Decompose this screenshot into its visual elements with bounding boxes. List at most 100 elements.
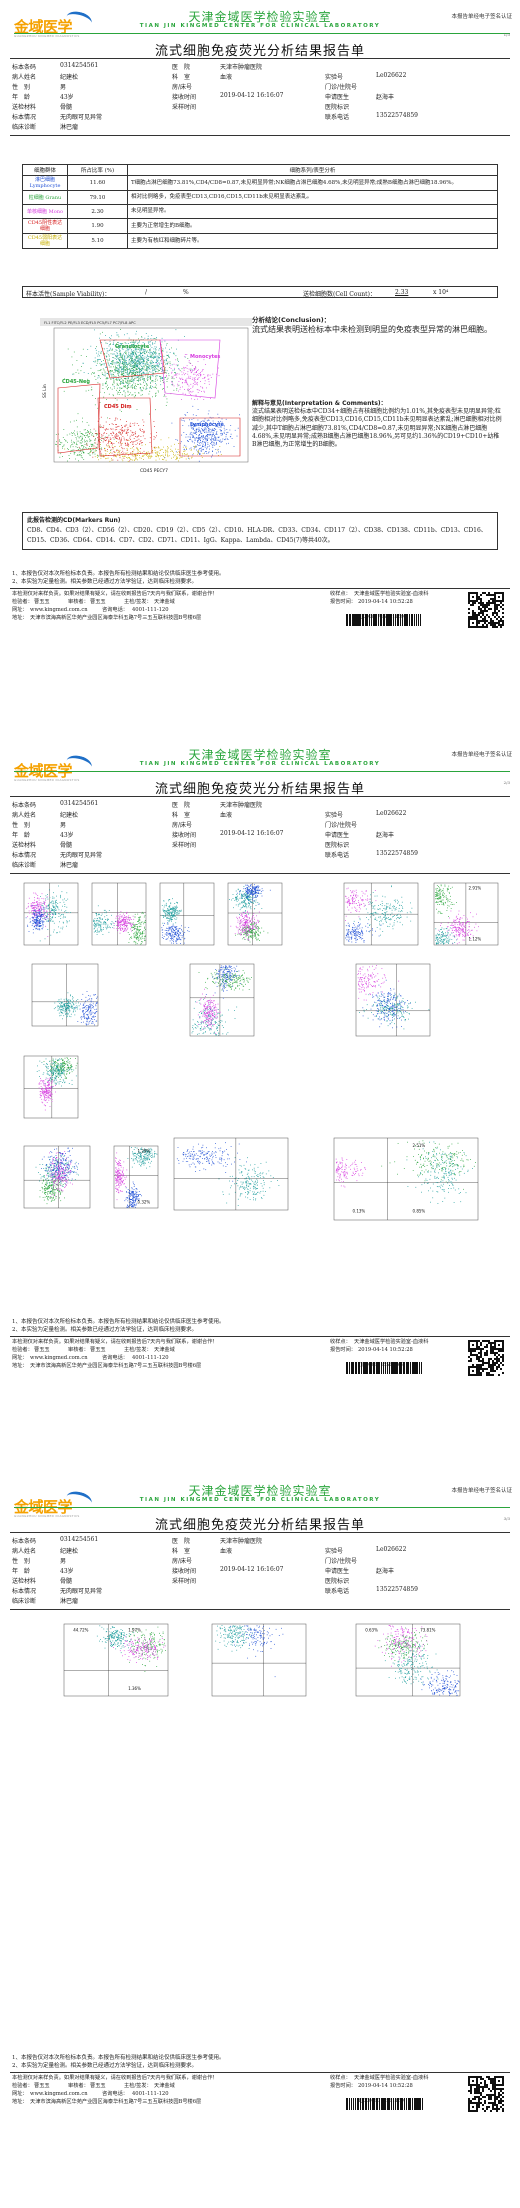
gender: 男 (60, 1558, 67, 1565)
label-hospital: 医 院 (172, 1538, 191, 1545)
hotline: 4001-111-120 (132, 607, 169, 613)
label-diagnosis: 临床诊断 (12, 124, 37, 131)
report-time-label: 报告时间： (330, 599, 356, 605)
reviewer-label: 审核者： (68, 2083, 89, 2089)
patient-info: 标本条码 0314254561 医 院 天津市肿瘤医院 病人姓名 纪建松 科 室… (12, 1536, 508, 1606)
table-row: CD45阴性表达细胞 1.90 主要为正常增生的B细胞。 (22, 218, 498, 234)
patient-name: 纪建松 (60, 812, 79, 819)
population-name: 单核细胞 Mono (22, 204, 68, 219)
label-doctor: 申请医生 (325, 94, 350, 101)
label-gender: 性 别 (12, 1558, 31, 1565)
scatter-xlabel: CD45 PECY7 (140, 468, 168, 474)
report-time-label: 报告时间： (330, 1347, 356, 1353)
hotline-label: 咨询电话： (102, 2091, 128, 2097)
label-specimen: 送检材料 (12, 842, 37, 849)
interpretation-text: 流式结果表明送检标本中CD34+细胞占有核细胞比例约为1.01%,其免疫表型未见… (252, 408, 502, 449)
viability-value: / (145, 289, 148, 296)
label-sample-no: 标本条码 (12, 64, 37, 71)
report-time: 2019-04-14 10:52:28 (358, 2083, 413, 2089)
label-bed: 房/床号 (172, 84, 193, 91)
receiver: 天津金域医学检验实验室-血液科 (354, 2075, 429, 2081)
specimen-status: 无肉眼可见异常 (60, 114, 103, 121)
markers-heading: 此报告检测的CD(Markers Run) (27, 517, 121, 524)
label-patient-name: 病人姓名 (12, 74, 37, 81)
flow-scatter-panel (224, 881, 284, 951)
report-time-label: 报告时间： (330, 2083, 356, 2089)
label-age: 年 龄 (12, 94, 31, 101)
quadrant-percent-label: 0.63% (365, 1628, 378, 1633)
diagnosis: 淋巴瘤 (60, 862, 79, 869)
label-specimen-status: 标本情况 (12, 852, 37, 859)
logo-text: 金域医学 (14, 18, 73, 36)
label-received: 接收时间 (172, 832, 197, 839)
quadrant-percent-label: 1.97% (128, 1628, 141, 1633)
viability-label: 样本活性(Sample Viability)： (26, 291, 111, 298)
label-lab-no: 实验号 (325, 812, 344, 819)
flow-scatter-panel: 0.63% 73.81% (352, 1622, 462, 1702)
footnote-2: 2、本实验为定量检测。相关参数已经通过方法学验证，达到临床检测要求。 (12, 1327, 198, 1333)
label-collected: 采样时间 (172, 842, 197, 849)
label-phone: 联系电话 (325, 852, 350, 859)
population-percent: 1.90 (67, 218, 128, 234)
receiver: 天津金域医学检验实验室-血液科 (354, 591, 429, 597)
website: www.kingmed.com.cn (30, 1355, 88, 1361)
flow-scatter-panel (20, 1054, 80, 1124)
scatter-header: FL1 FITC/FL2 PE/FL3 ECD/FL5 PC5/FL7 PC7/… (44, 321, 136, 325)
flow-scatter-panel (186, 962, 256, 1042)
report-footer: 本检测仅对来样负责。如果对结果有疑义，请在收到报告后7天内与我们联系，谢谢合作！… (12, 590, 508, 622)
label-doctor: 申请医生 (325, 832, 350, 839)
population-desc: 主要为正常增生的B细胞。 (127, 218, 498, 234)
department: 血液 (220, 1548, 233, 1555)
flow-scatter-panel: 2.51% 0.85% 0.13% (330, 1136, 480, 1226)
quadrant-percent-label: 1.29% (138, 1148, 151, 1153)
reviewer-label: 审核者： (68, 1347, 89, 1353)
col-header-percent: 所占比率 (%) (67, 164, 128, 176)
barcode-icon (346, 2098, 423, 2110)
label-gender: 性 别 (12, 822, 31, 829)
barcode-icon (346, 1362, 422, 1374)
quadrant-percent-label: 44.72% (73, 1628, 88, 1633)
label-age: 年 龄 (12, 1568, 31, 1575)
patient-info: 标本条码 0314254561 医 院 天津市肿瘤医院 病人姓名 纪建松 科 室… (12, 62, 508, 132)
quadrant-percent-label: 2.91% (469, 885, 482, 890)
flow-scatter-panel (20, 1144, 92, 1214)
interpretation-section: 解释与意见(Interpretation & Comments)： 流式结果表明… (252, 400, 502, 449)
sample-no: 0314254561 (60, 800, 99, 807)
receiver-label: 收样点： (330, 591, 351, 597)
hotline-label: 咨询电话： (102, 1355, 128, 1361)
address: 天津市滨海高新区华苑产业园区海泰华科五路7号三五互联科技园B号楼6层 (30, 2099, 202, 2105)
website-label: 网址： (12, 2091, 28, 2097)
report-title: 流式细胞免疫荧光分析结果报告单 (154, 1518, 365, 1533)
lab-name-en: TIAN JIN KINGMED CENTER FOR CLINICAL LAB… (139, 1497, 381, 1503)
footnote-2: 2、本实验为定量检测。相关参数已经通过方法学验证，达到临床检测要求。 (12, 2063, 198, 2069)
markers-run-box: 此报告检测的CD(Markers Run) CD8、CD4、CD3（2）、CD5… (22, 512, 498, 550)
footer-statement: 本检测仅对来样负责。如果对结果有疑义，请在收到报告后7天内与我们联系，谢谢合作！ (12, 591, 218, 597)
label-department: 科 室 (172, 812, 191, 819)
col-header-population: 细胞群体 (22, 164, 68, 176)
label-clinic: 门诊/住院号 (325, 1558, 358, 1565)
label-clinic: 门诊/住院号 (325, 822, 358, 829)
label-phone: 联系电话 (325, 114, 350, 121)
population-percent: 2.30 (67, 204, 128, 219)
department: 血液 (220, 74, 233, 81)
cell-count-label: 送检细胞数(Cell Count)： (303, 291, 376, 298)
footnotes: 1、本报告仅对本次所检标本负责。本报告所有检测结果和结论仅供临床医生参考使用。 … (12, 570, 225, 586)
lab-no: Le026622 (376, 810, 407, 817)
gender: 男 (60, 84, 67, 91)
patient-name: 纪建松 (60, 1548, 79, 1555)
label-received: 接收时间 (172, 1568, 197, 1575)
cd45-ss-scatter-plot: FL1 FITC/FL2 PE/FL3 ECD/FL5 PC5/FL7 PC7/… (40, 318, 252, 476)
label-collected: 采样时间 (172, 1578, 197, 1585)
report-page-2: 金域医学 GUANGZHOU KINGMED DIAGNOSTICS 天津金域医… (0, 736, 520, 1472)
hotline-label: 咨询电话： (102, 607, 128, 613)
footer-statement: 本检测仅对来样负责。如果对结果有疑义，请在收到报告后7天内与我们联系，谢谢合作！ (12, 2075, 218, 2081)
diagnosis: 淋巴瘤 (60, 124, 79, 131)
quadrant-percent-label: 0.32% (138, 1200, 151, 1205)
flow-scatter-panel (88, 881, 148, 951)
examiner-label: 检验者： (12, 1347, 33, 1353)
page-number: 2/3 (503, 780, 510, 785)
population-desc: 主要为有核红和细胞碎片等。 (127, 233, 498, 249)
flow-scatter-panel (170, 1136, 290, 1216)
sample-no: 0314254561 (60, 62, 99, 69)
examiner: 曹玉玉 (34, 2083, 50, 2089)
